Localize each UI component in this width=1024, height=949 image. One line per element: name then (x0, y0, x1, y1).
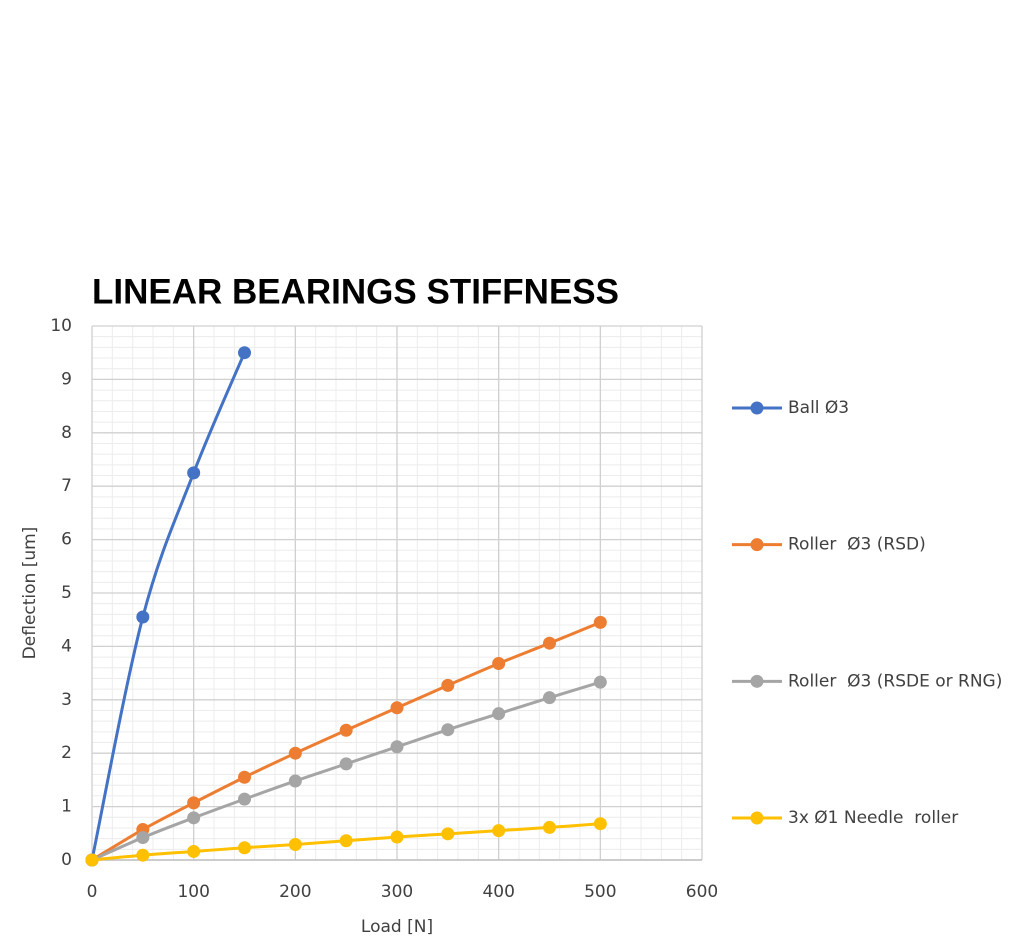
data-point (238, 770, 251, 784)
y-axis-label: Deflection [um] (20, 527, 40, 660)
legend-label: Roller Ø3 (RSD) (788, 535, 926, 555)
x-tick-label: 0 (87, 882, 98, 902)
data-point (492, 656, 506, 670)
legend-marker (750, 674, 764, 688)
chart-title: LINEAR BEARINGS STIFFNESS (92, 272, 619, 311)
data-point (441, 827, 455, 841)
data-point (136, 610, 150, 624)
y-tick-label: 9 (61, 369, 72, 389)
data-point (543, 820, 556, 834)
data-point (492, 707, 506, 721)
x-tick-label: 500 (584, 882, 616, 902)
legend-label: Roller Ø3 (RSDE or RNG) (788, 671, 1002, 691)
data-point (492, 824, 506, 838)
legend-label: Ball Ø3 (788, 398, 849, 418)
data-point (85, 853, 99, 867)
data-point (390, 701, 404, 715)
data-point (288, 838, 302, 852)
data-point (543, 691, 556, 705)
x-tick-label: 300 (381, 882, 413, 902)
data-point (187, 466, 201, 480)
y-tick-label: 2 (61, 743, 72, 763)
data-point (136, 848, 150, 862)
data-point (288, 774, 302, 788)
data-point (441, 723, 455, 737)
y-tick-label: 7 (61, 476, 72, 496)
data-point (238, 792, 251, 806)
data-point (238, 346, 251, 360)
data-point (339, 757, 353, 771)
x-tick-label: 100 (177, 882, 209, 902)
x-tick-label: 600 (686, 882, 718, 902)
data-point (593, 675, 607, 689)
data-point (288, 746, 302, 760)
data-point (339, 723, 353, 737)
x-tick-label: 200 (279, 882, 311, 902)
series-line (91, 680, 601, 862)
data-point (187, 796, 201, 810)
data-point (441, 678, 455, 692)
data-point (136, 831, 150, 845)
y-tick-label: 4 (61, 636, 72, 656)
legend-marker (750, 538, 764, 552)
data-point (390, 740, 404, 754)
y-tick-label: 10 (50, 316, 72, 336)
y-tick-label: 8 (61, 423, 72, 443)
y-tick-label: 3 (61, 690, 72, 710)
data-point (187, 844, 201, 858)
x-tick-label: 400 (482, 882, 514, 902)
data-point (238, 841, 251, 855)
data-point (543, 636, 556, 650)
legend-label: 3x Ø1 Needle roller (788, 808, 958, 828)
y-tick-label: 5 (61, 583, 72, 603)
series-line (90, 352, 246, 861)
y-tick-label: 0 (61, 850, 72, 870)
legend-marker (750, 401, 764, 415)
data-point (593, 817, 607, 831)
data-point (593, 615, 607, 629)
y-tick-label: 6 (61, 530, 72, 550)
x-axis-label: Load [N] (361, 917, 433, 937)
data-point (390, 830, 404, 844)
series-line (91, 620, 601, 862)
data-point (339, 834, 353, 848)
data-point (187, 811, 201, 825)
legend-marker (750, 811, 764, 825)
y-tick-label: 1 (61, 797, 72, 817)
